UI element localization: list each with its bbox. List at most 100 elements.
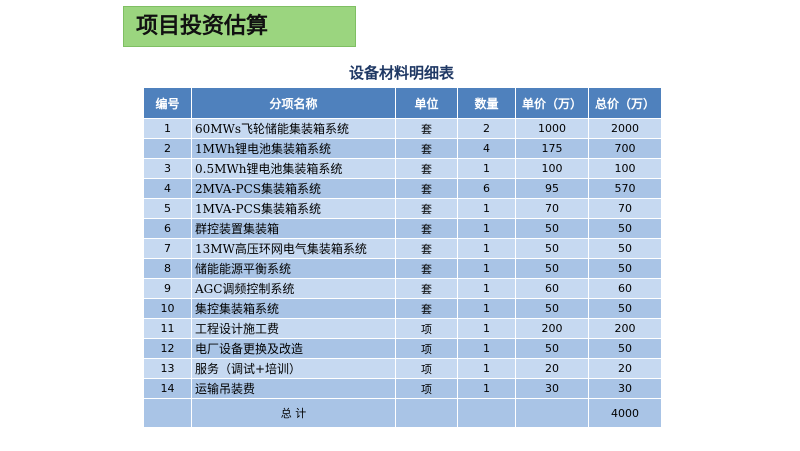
table-cell: 服务（调试+培训）	[191, 358, 396, 379]
table-cell: 50	[588, 338, 662, 359]
table-row: 4 2MVA-PCS集装箱系统套 6 95 570	[143, 178, 662, 199]
table-cell: 2MVA-PCS集装箱系统	[191, 178, 396, 199]
table-cell: 9	[143, 278, 192, 299]
table-cell: 95	[515, 178, 589, 199]
table-cell: 1000	[515, 118, 589, 139]
table-row: 13 服务（调试+培训）项 1 20 20	[143, 358, 662, 379]
table-cell: 1MVA-PCS集装箱系统	[191, 198, 396, 219]
table-cell: 570	[588, 178, 662, 199]
table-cell: 1	[457, 298, 516, 319]
table-cell: 套	[395, 278, 458, 299]
table-cell: 1	[457, 338, 516, 359]
table-cell: 200	[515, 318, 589, 339]
table-cell: 12	[143, 338, 192, 359]
table-row: 6 群控装置集装箱套 1 50 50	[143, 218, 662, 239]
column-header: 单价（万）	[515, 87, 589, 119]
table-row: 8 储能能源平衡系统套 1 50 50	[143, 258, 662, 279]
table-cell: 200	[588, 318, 662, 339]
table-cell: 70	[588, 198, 662, 219]
table-cell: 项	[395, 378, 458, 399]
table-cell: 7	[143, 238, 192, 259]
table-cell: 1	[457, 198, 516, 219]
table-cell: 套	[395, 198, 458, 219]
table-cell: 8	[143, 258, 192, 279]
table-cell: 50	[515, 298, 589, 319]
table-cell: 1	[457, 358, 516, 379]
table-cell: 1	[457, 258, 516, 279]
table-cell: 14	[143, 378, 192, 399]
table-cell: 套	[395, 218, 458, 239]
table-row: 1 60MWs飞轮储能集装箱系统套 2 1000 2000	[143, 118, 662, 139]
table-cell	[515, 398, 589, 428]
table-cell: 11	[143, 318, 192, 339]
table-cell: 10	[143, 298, 192, 319]
table-cell: 套	[395, 238, 458, 259]
table-cell: 175	[515, 138, 589, 159]
table-cell: 储能能源平衡系统	[191, 258, 396, 279]
table-cell: 0.5MWh锂电池集装箱系统	[191, 158, 396, 179]
table-row: 5 1MVA-PCS集装箱系统套 1 70 70	[143, 198, 662, 219]
table-row: 14 运输吊装费项 1 30 30	[143, 378, 662, 399]
table-cell: 4	[457, 138, 516, 159]
table-cell: 1	[457, 318, 516, 339]
total-label: 总 计	[191, 398, 396, 428]
table-cell: 套	[395, 138, 458, 159]
table-cell: 20	[588, 358, 662, 379]
table-cell	[395, 398, 458, 428]
table-cell: 13	[143, 358, 192, 379]
table-cell: 1	[457, 278, 516, 299]
table-cell: 2000	[588, 118, 662, 139]
table-cell: 30	[588, 378, 662, 399]
table-cell: 60	[515, 278, 589, 299]
table-cell: 3	[143, 158, 192, 179]
table-cell: 50	[515, 258, 589, 279]
table-cell: 700	[588, 138, 662, 159]
table-cell: 项	[395, 318, 458, 339]
table-cell: 项	[395, 358, 458, 379]
table-cell: 工程设计施工费	[191, 318, 396, 339]
table-cell: 50	[588, 298, 662, 319]
column-header: 编号	[143, 87, 192, 119]
table-cell: 集控集装箱系统	[191, 298, 396, 319]
table-cell: 6	[143, 218, 192, 239]
table-cell: 50	[515, 238, 589, 259]
table-cell: 30	[515, 378, 589, 399]
table-cell: 1	[457, 218, 516, 239]
table-cell: 项	[395, 338, 458, 359]
table-cell: 套	[395, 118, 458, 139]
table-cell: 1MWh锂电池集装箱系统	[191, 138, 396, 159]
table-row: 12 电厂设备更换及改造项 1 50 50	[143, 338, 662, 359]
table-cell: 1	[457, 378, 516, 399]
table-row: 7 13MW高压环网电气集装箱系统套 1 50 50	[143, 238, 662, 259]
table-cell	[143, 398, 192, 428]
table-cell: 电厂设备更换及改造	[191, 338, 396, 359]
table-row: 10 集控集装箱系统套 1 50 50	[143, 298, 662, 319]
table-cell: 运输吊装费	[191, 378, 396, 399]
total-value: 4000	[588, 398, 662, 428]
table-cell: 1	[457, 158, 516, 179]
table-cell: 5	[143, 198, 192, 219]
table-cell: 50	[588, 258, 662, 279]
slide-title: 项目投资估算	[123, 6, 356, 47]
table-cell: 群控装置集装箱	[191, 218, 396, 239]
table-cell: 60	[588, 278, 662, 299]
header-row: 编号 分项名称 单位 数量 单价（万） 总价（万）	[143, 87, 662, 119]
column-header: 分项名称	[191, 87, 396, 119]
table-cell: 1	[457, 238, 516, 259]
table-cell: 50	[515, 338, 589, 359]
table-cell: 50	[588, 218, 662, 239]
table-cell: 套	[395, 158, 458, 179]
table-cell: 50	[515, 218, 589, 239]
table-cell: 6	[457, 178, 516, 199]
table-cell: AGC调频控制系统	[191, 278, 396, 299]
table-cell: 13MW高压环网电气集装箱系统	[191, 238, 396, 259]
table-cell: 2	[457, 118, 516, 139]
table-cell: 60MWs飞轮储能集装箱系统	[191, 118, 396, 139]
column-header: 单位	[395, 87, 458, 119]
column-header: 总价（万）	[588, 87, 662, 119]
table-cell: 70	[515, 198, 589, 219]
table-title: 设备材料明细表	[348, 64, 454, 82]
table-row: 11 工程设计施工费项 1 200 200	[143, 318, 662, 339]
table-cell: 2	[143, 138, 192, 159]
table-cell: 4	[143, 178, 192, 199]
